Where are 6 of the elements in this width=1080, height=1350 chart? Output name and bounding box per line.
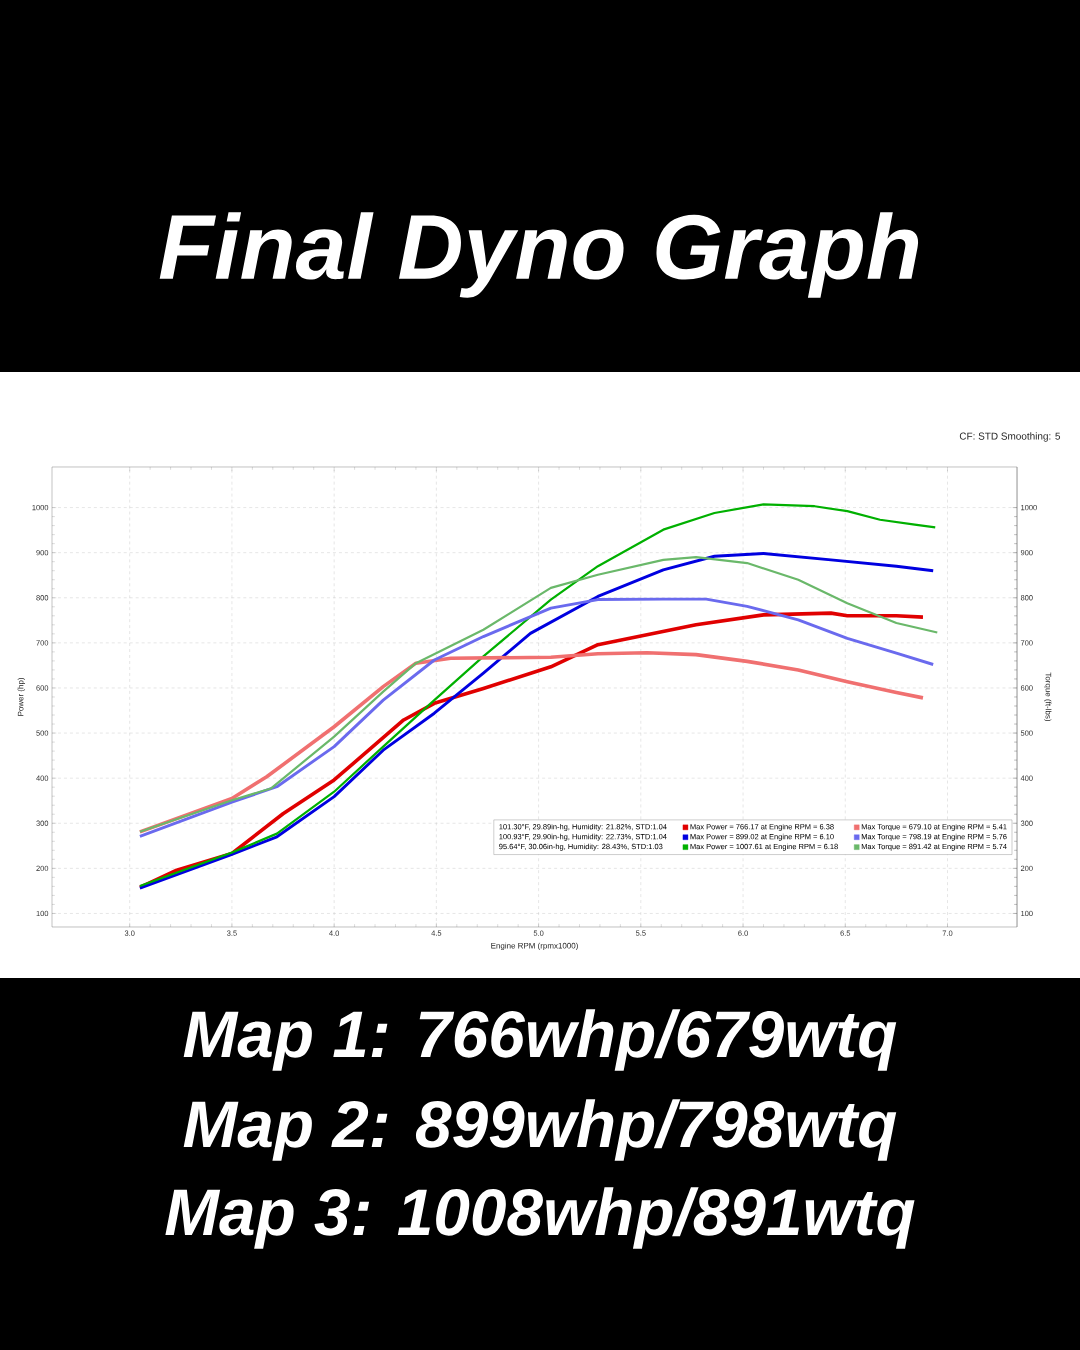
line-series bbox=[138, 556, 939, 833]
text: Map 3: 1008whp/891wtq bbox=[165, 1187, 915, 1249]
text: CF: STD Smoothing: 5 bbox=[959, 432, 1061, 442]
text: Map 1: 766whp/679wtq bbox=[183, 1009, 897, 1071]
text: Map 2: 899whp/798wtq bbox=[183, 1099, 897, 1161]
chart-title: Final Dyno Graph bbox=[159, 212, 919, 298]
